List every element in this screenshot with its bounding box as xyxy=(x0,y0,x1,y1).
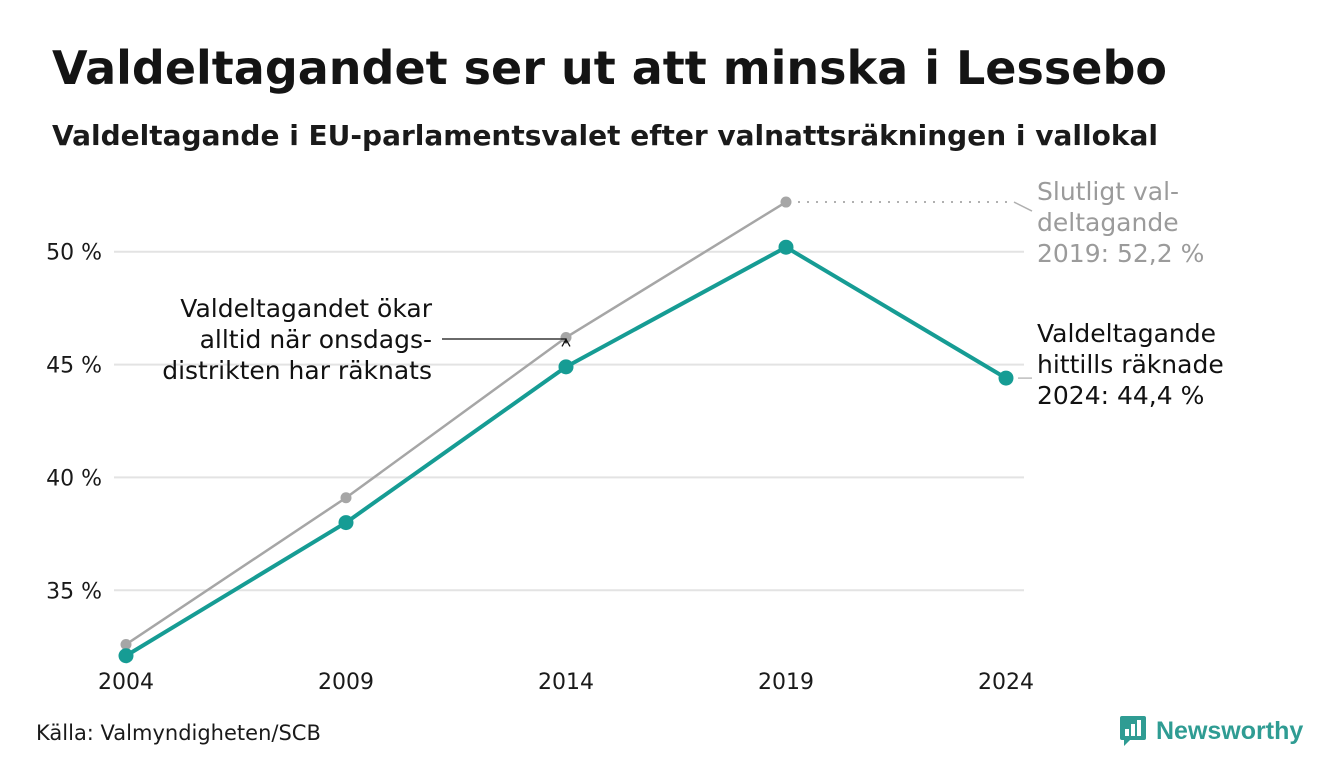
brand-logo: Newsworthy xyxy=(1118,714,1303,748)
y-tick-label: 45 % xyxy=(46,354,102,379)
brand-name: Newsworthy xyxy=(1156,716,1304,745)
data-point-final xyxy=(120,638,132,650)
data-point-election_night xyxy=(338,515,354,531)
y-tick-label: 35 % xyxy=(46,579,102,604)
final-turnout-label: 2019: 52,2 % xyxy=(1037,239,1204,268)
chart-subtitle: Valdeltagande i EU-parlamentsvalet efter… xyxy=(52,119,1158,152)
series-line-final xyxy=(125,200,787,646)
note-arrow-head xyxy=(561,338,571,347)
y-tick-label: 50 % xyxy=(46,241,102,266)
x-tick-label: 2004 xyxy=(98,670,154,695)
wednesday-note: distrikten har räknats xyxy=(162,356,432,385)
x-tick-label: 2009 xyxy=(318,670,374,695)
source-note: Källa: Valmyndigheten/SCB xyxy=(36,721,321,745)
x-tick-label: 2024 xyxy=(978,670,1034,695)
current-turnout-label: 2024: 44,4 % xyxy=(1037,381,1204,410)
data-point-election_night xyxy=(778,239,794,255)
current-turnout-label: hittills räknade xyxy=(1037,350,1224,379)
y-tick-label: 40 % xyxy=(46,466,102,491)
wednesday-note: Valdeltagandet ökar xyxy=(180,294,432,323)
chart-title: Valdeltagandet ser ut att minska i Lesse… xyxy=(52,41,1167,95)
current-turnout-label: Valdeltagande xyxy=(1037,319,1216,348)
final-turnout-label: deltagande xyxy=(1037,208,1179,237)
x-tick-label: 2019 xyxy=(758,670,814,695)
data-point-final xyxy=(560,331,572,343)
y-axis-ticks: 35 % 40 % 45 % 50 % xyxy=(46,241,102,605)
data-point-final xyxy=(340,492,352,504)
data-point-final xyxy=(780,196,792,208)
wednesday-note: alltid när onsdags- xyxy=(200,325,432,354)
final-label-leader xyxy=(1013,201,1033,212)
x-axis-ticks: 2004 2009 2014 2019 2024 xyxy=(98,670,1034,695)
x-tick-label: 2014 xyxy=(538,670,594,695)
data-point-election_night xyxy=(558,359,574,375)
final-turnout-label: Slutligt val- xyxy=(1037,177,1179,206)
data-point-election_night xyxy=(998,370,1014,386)
data-point-election_night xyxy=(118,648,134,664)
newsworthy-logo-icon xyxy=(1120,716,1146,746)
series-lines xyxy=(118,196,1014,664)
note-arrow xyxy=(442,338,567,344)
